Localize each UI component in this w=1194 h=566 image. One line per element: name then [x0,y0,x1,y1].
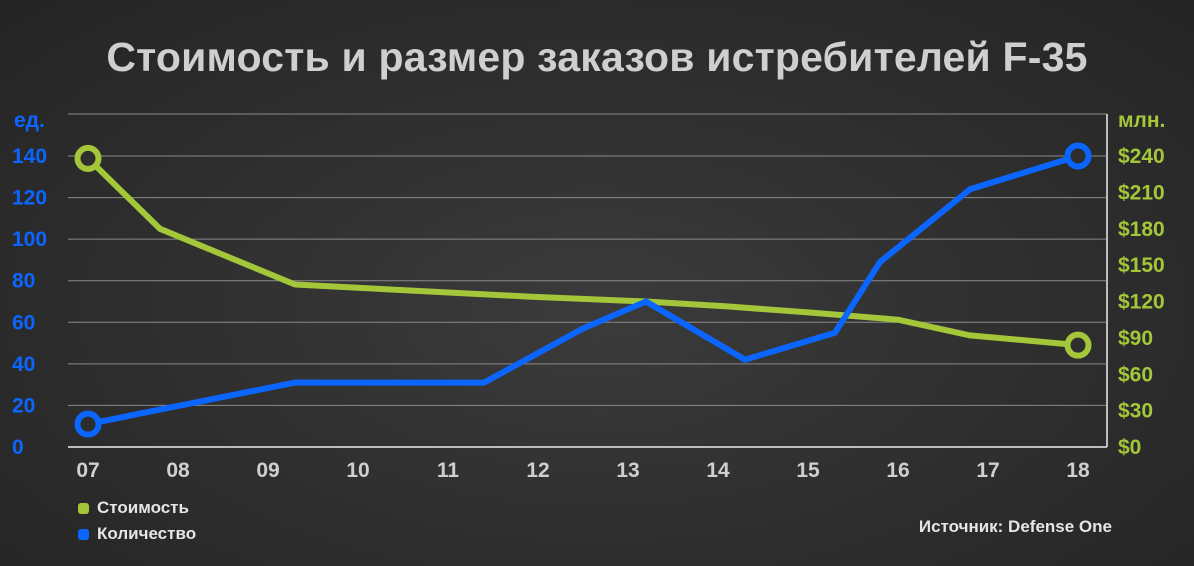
x-tick-label: 13 [616,459,639,482]
left-tick-label: 140 [12,145,47,168]
quantity-line [85,153,1081,428]
quantity-start-marker [74,410,102,438]
x-tick-label: 18 [1066,459,1090,482]
legend-swatch-quantity [78,528,89,540]
x-tick-label: 16 [886,459,909,482]
right-tick-label: $0 [1118,436,1141,459]
left-tick-label: 40 [12,353,35,376]
left-axis-unit: ед. [14,109,45,132]
right-tick-label: $150 [1118,254,1165,277]
x-tick-label: 12 [526,459,549,482]
right-tick-label: $90 [1118,327,1153,350]
left-tick-label: 20 [12,394,35,417]
legend-item-quantity: Количество [78,521,196,547]
x-tick-label: 10 [346,459,369,482]
legend-item-cost: Стоимость [78,495,196,521]
cost-start-marker [74,144,102,172]
right-tick-label: $210 [1118,181,1165,204]
right-tick-label: $180 [1118,218,1165,241]
x-tick-label: 08 [166,459,190,482]
quantity-end-marker [1064,142,1092,170]
x-tick-label: 14 [706,459,730,482]
source-note: Источник: Defense One [918,517,1112,536]
left-tick-label: 0 [12,436,24,459]
right-axis-unit: млн. [1118,109,1165,132]
legend-label-quantity: Количество [97,524,197,543]
legend-swatch-cost [78,502,89,514]
right-tick-label: $240 [1118,145,1165,168]
left-tick-label: 80 [12,270,35,293]
legend-label-cost: Стоимость [97,498,189,517]
x-tick-label: 07 [76,459,99,482]
cost-end-marker [1064,331,1092,359]
left-tick-label: 120 [12,187,47,210]
legend: Стоимость Количество [78,495,196,547]
x-tick-label: 15 [796,459,820,482]
cost-line [85,155,1081,349]
left-tick-label: 60 [12,311,35,334]
right-tick-label: $120 [1118,291,1165,314]
left-tick-label: 100 [12,228,47,251]
right-tick-label: $60 [1118,363,1153,386]
x-tick-label: 09 [256,459,279,482]
x-tick-label: 11 [437,459,460,482]
chart-title: Стоимость и размер заказов истребителей … [106,34,1088,80]
x-tick-label: 17 [976,459,999,482]
right-tick-label: $30 [1118,400,1153,423]
